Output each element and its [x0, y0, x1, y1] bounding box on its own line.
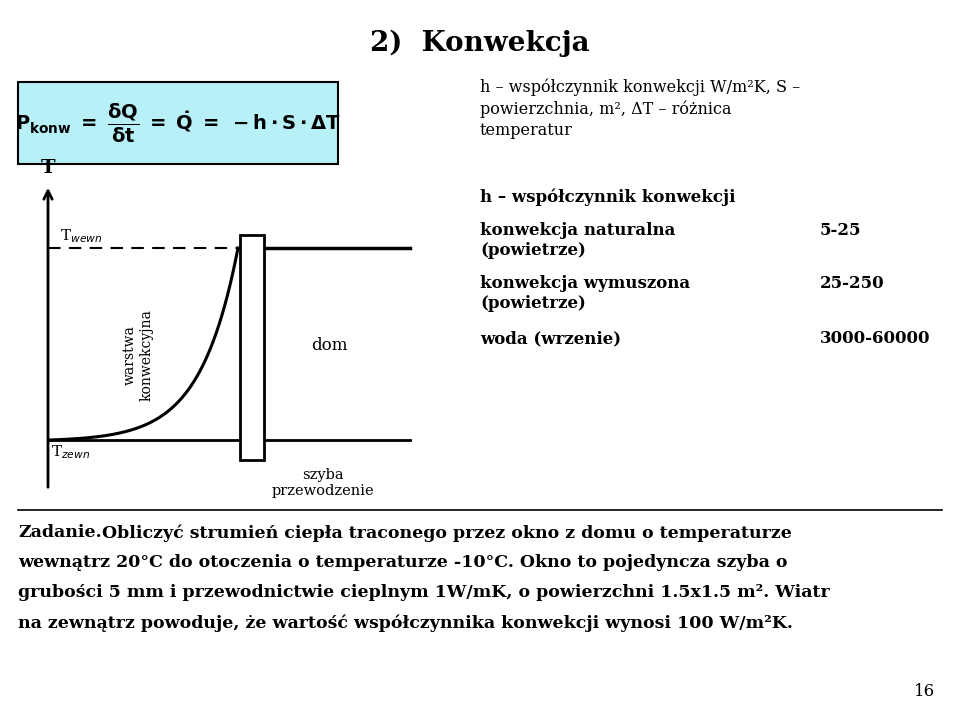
Text: 5-25: 5-25 — [820, 222, 861, 239]
Text: wewnątrz 20°C do otoczenia o temperaturze -10°C. Okno to pojedyncza szyba o: wewnątrz 20°C do otoczenia o temperaturz… — [18, 554, 787, 571]
Text: (powietrze): (powietrze) — [480, 295, 586, 312]
Text: woda (wrzenie): woda (wrzenie) — [480, 330, 621, 347]
Text: Obliczyć strumień ciepła traconego przez okno z domu o temperaturze: Obliczyć strumień ciepła traconego przez… — [90, 524, 792, 541]
Text: 2)  Konwekcja: 2) Konwekcja — [371, 30, 589, 57]
Text: h – współczynnik konwekcji W/m²K, S –: h – współczynnik konwekcji W/m²K, S – — [480, 78, 801, 96]
Text: T: T — [40, 159, 56, 177]
Text: (powietrze): (powietrze) — [480, 242, 586, 259]
FancyBboxPatch shape — [18, 82, 338, 164]
Text: powierzchnia, m², ΔT – różnica: powierzchnia, m², ΔT – różnica — [480, 100, 732, 117]
Text: grubości 5 mm i przewodnictwie cieplnym 1W/mK, o powierzchni 1.5x1.5 m². Wiatr: grubości 5 mm i przewodnictwie cieplnym … — [18, 584, 829, 601]
Text: Zadanie.: Zadanie. — [18, 524, 102, 541]
Text: T$_{zewn}$: T$_{zewn}$ — [51, 443, 90, 460]
Bar — [240, 235, 264, 460]
Text: 25-250: 25-250 — [820, 275, 884, 292]
Text: temperatur: temperatur — [480, 122, 573, 139]
Text: warstwa
konwekcyjna: warstwa konwekcyjna — [123, 309, 153, 401]
Text: na zewnątrz powoduje, że wartość współczynnika konwekcji wynosi 100 W/m²K.: na zewnątrz powoduje, że wartość współcz… — [18, 614, 793, 631]
Text: dom: dom — [311, 337, 348, 353]
Text: konwekcja naturalna: konwekcja naturalna — [480, 222, 676, 239]
Text: konwekcja wymuszona: konwekcja wymuszona — [480, 275, 690, 292]
Text: T$_{wewn}$: T$_{wewn}$ — [60, 227, 103, 245]
Text: 3000-60000: 3000-60000 — [820, 330, 930, 347]
Text: szyba
przewodzenie: szyba przewodzenie — [272, 468, 374, 498]
Text: $\mathbf{P_{konw}}$ $\mathbf{=}$ $\mathbf{\dfrac{\delta Q}{\delta t}}$ $\mathbf{: $\mathbf{P_{konw}}$ $\mathbf{=}$ $\mathb… — [15, 102, 341, 144]
Text: 16: 16 — [914, 683, 935, 700]
Text: h – współczynnik konwekcji: h – współczynnik konwekcji — [480, 188, 735, 205]
